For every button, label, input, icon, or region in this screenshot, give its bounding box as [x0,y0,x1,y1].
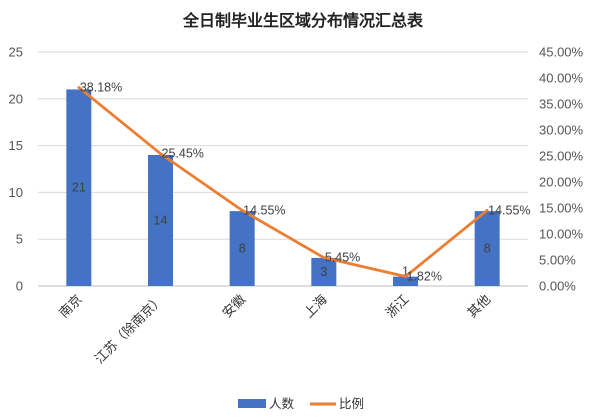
right-tick-label: 20.00% [539,175,584,190]
line-data-label: 14.55% [243,203,285,217]
gridlines [38,51,528,287]
right-tick-label: 35.00% [539,97,584,112]
chart-title: 全日制毕业生区域分布情况汇总表 [182,11,424,30]
category-label: 南京 [56,292,86,322]
bar-data-label: 14 [154,213,168,227]
right-tick-label: 45.00% [539,45,584,60]
category-label: 上海 [302,292,331,321]
right-tick-label: 10.00% [539,227,584,242]
left-tick-label: 10 [9,185,23,200]
legend-swatch-bar [238,399,266,408]
line-data-labels: 38.18% 25.45% 14.55% 5.45% 1.82% 14.55% [80,80,531,283]
line-series [77,86,489,278]
bar-data-label: 1 [402,265,409,279]
line-path [77,86,489,278]
bar-data-label: 8 [239,242,246,256]
bar [393,276,418,286]
category-axis: 南京 江苏（除南京） 安徽 上海 浙江 其他 [56,292,494,368]
right-tick-label: 5.00% [539,253,576,268]
category-label: 江苏（除南京） [92,292,168,368]
legend-label-line: 比例 [339,396,364,411]
bar-data-labels: 21 14 8 3 1 8 [72,181,491,279]
line-data-label: 25.45% [162,147,204,161]
left-axis: 0 5 10 15 20 25 [9,45,23,294]
line-data-label: 14.55% [488,203,530,217]
bar [66,89,92,286]
legend-label-bar: 人数 [269,396,295,411]
bar-data-label: 3 [320,265,327,279]
bar-data-label: 8 [484,242,491,256]
left-tick-label: 15 [9,138,23,153]
line-data-label: 1.82% [407,270,442,284]
left-tick-label: 5 [16,232,23,247]
bar [311,257,337,286]
right-tick-label: 25.00% [539,149,584,164]
bar [474,211,500,286]
bar [229,211,255,286]
right-tick-label: 0.00% [539,279,576,294]
legend: 人数 比例 [238,396,364,411]
left-tick-label: 20 [9,91,23,106]
line-data-label: 38.18% [80,80,122,94]
category-label: 安徽 [220,292,249,321]
left-tick-label: 25 [9,45,23,60]
bar [148,154,173,286]
right-tick-label: 30.00% [539,123,584,138]
bar-series [66,89,500,286]
right-axis: 0.00% 5.00% 10.00% 15.00% 20.00% 25.00% 30.00%… [539,45,584,294]
line-data-label: 5.45% [325,251,360,265]
bar-data-label: 21 [72,181,86,195]
right-tick-label: 40.00% [539,71,584,86]
right-tick-label: 15.00% [539,201,584,216]
category-label: 其他 [465,292,494,321]
left-tick-label: 0 [16,279,23,294]
category-label: 浙江 [383,292,412,321]
